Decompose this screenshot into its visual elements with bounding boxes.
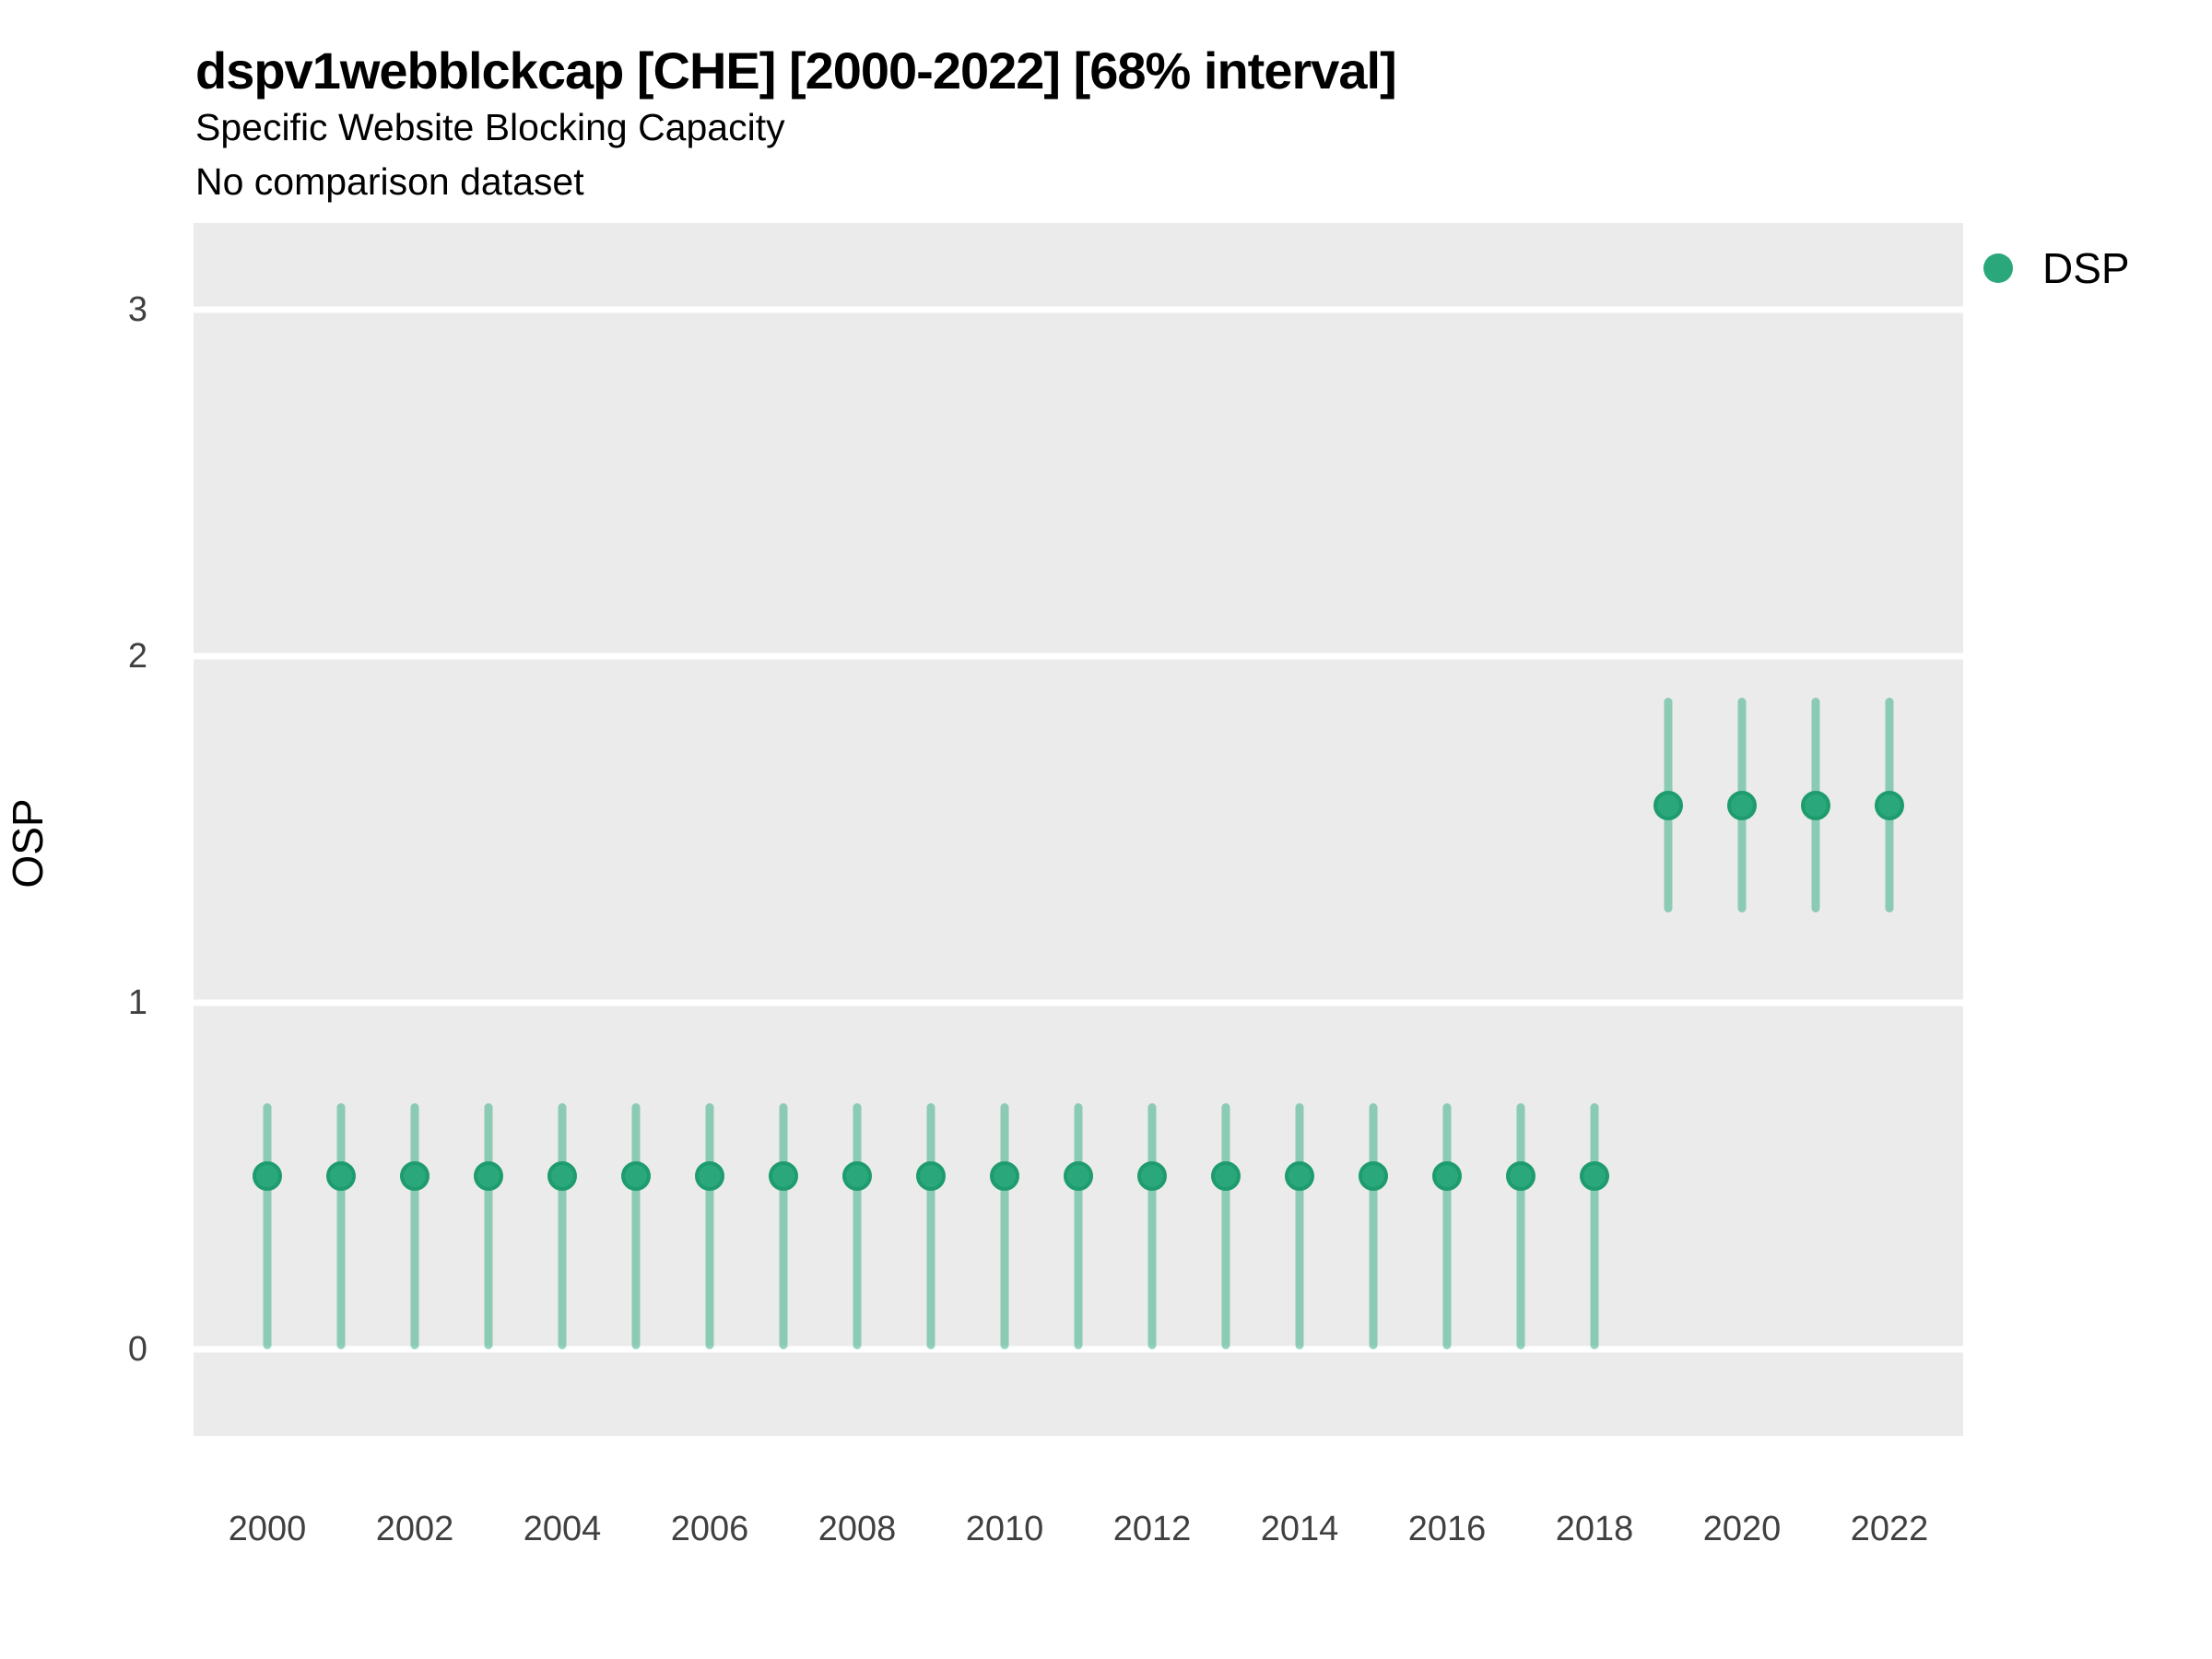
interval-bar-2008 [853, 1103, 862, 1349]
chart-title: dspv1webblckcap [CHE] [2000-2022] [68% i… [195, 41, 1397, 100]
plot-panel [194, 223, 1963, 1436]
data-point-2014 [1285, 1161, 1314, 1191]
interval-bar-2009 [926, 1103, 935, 1349]
data-point-2022 [1875, 790, 1904, 820]
y-tick-label-3: 3 [127, 290, 147, 329]
data-point-2012 [1137, 1161, 1167, 1191]
data-point-2020 [1727, 790, 1757, 820]
gridline-y-2 [194, 653, 1963, 660]
data-point-2010 [990, 1161, 1019, 1191]
legend-label-dsp: DSP [2042, 244, 2130, 292]
data-point-2004 [547, 1161, 577, 1191]
x-tick-label-2010: 2010 [965, 1510, 1044, 1548]
x-tick-label-2018: 2018 [1555, 1510, 1634, 1548]
x-tick-label-2022: 2022 [1850, 1510, 1929, 1548]
gridline-y-1 [194, 999, 1963, 1006]
x-tick-label-2004: 2004 [523, 1510, 602, 1548]
interval-bar-2016 [1442, 1103, 1452, 1349]
data-point-2009 [916, 1161, 946, 1191]
data-point-2001 [326, 1161, 356, 1191]
x-tick-label-2020: 2020 [1702, 1510, 1782, 1548]
data-point-2011 [1064, 1161, 1093, 1191]
interval-bar-2014 [1295, 1103, 1304, 1349]
y-axis-title: OSP [4, 798, 52, 888]
data-point-2021 [1801, 790, 1830, 820]
y-tick-label-1: 1 [127, 983, 147, 1022]
x-tick-label-2014: 2014 [1260, 1510, 1339, 1548]
interval-bar-2006 [705, 1103, 714, 1349]
interval-bar-2000 [263, 1103, 272, 1349]
interval-bar-2013 [1221, 1103, 1230, 1349]
data-point-2008 [842, 1161, 872, 1191]
x-tick-label-2008: 2008 [818, 1510, 897, 1548]
data-point-2015 [1359, 1161, 1388, 1191]
data-point-2005 [621, 1161, 651, 1191]
interval-bar-2005 [631, 1103, 641, 1349]
interval-bar-2017 [1516, 1103, 1525, 1349]
x-tick-label-2012: 2012 [1112, 1510, 1192, 1548]
gridline-y-0 [194, 1346, 1963, 1353]
interval-bar-2007 [779, 1103, 788, 1349]
comparison-note: No comparison dataset [195, 160, 584, 203]
data-point-2017 [1506, 1161, 1535, 1191]
gridline-y-3 [194, 306, 1963, 313]
interval-bar-2018 [1590, 1103, 1599, 1349]
data-point-2013 [1211, 1161, 1241, 1191]
data-point-2002 [400, 1161, 429, 1191]
data-point-2019 [1653, 790, 1683, 820]
chart-subtitle: Specific Website Blocking Capacity [195, 106, 785, 148]
data-point-2016 [1432, 1161, 1462, 1191]
legend: DSP [1983, 247, 2130, 289]
y-tick-label-0: 0 [127, 1330, 147, 1369]
data-point-2007 [769, 1161, 798, 1191]
interval-bar-2004 [558, 1103, 567, 1349]
interval-bar-2001 [336, 1103, 346, 1349]
data-point-2018 [1580, 1161, 1609, 1191]
y-tick-label-2: 2 [127, 637, 147, 676]
interval-bar-2002 [410, 1103, 419, 1349]
x-tick-label-2016: 2016 [1407, 1510, 1487, 1548]
x-tick-label-2006: 2006 [670, 1510, 749, 1548]
interval-bar-2015 [1369, 1103, 1378, 1349]
data-point-2000 [253, 1161, 282, 1191]
data-point-2003 [474, 1161, 503, 1191]
x-tick-label-2000: 2000 [228, 1510, 307, 1548]
x-tick-label-2002: 2002 [375, 1510, 454, 1548]
data-point-2006 [695, 1161, 724, 1191]
interval-bar-2010 [1000, 1103, 1009, 1349]
interval-bar-2012 [1147, 1103, 1157, 1349]
interval-bar-2011 [1074, 1103, 1083, 1349]
legend-marker-dsp-icon [1983, 253, 2013, 283]
interval-bar-2003 [484, 1103, 493, 1349]
